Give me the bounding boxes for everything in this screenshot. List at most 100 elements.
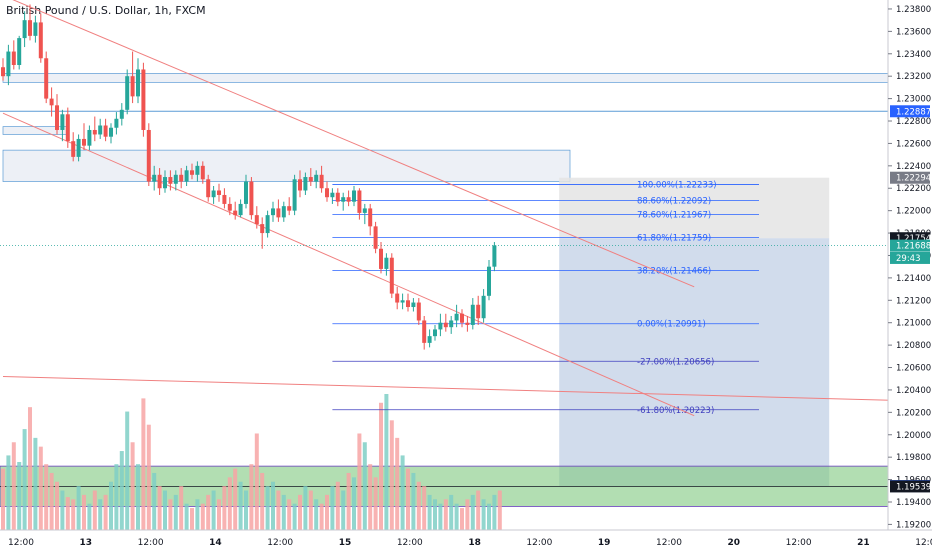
price-badge-label: 29:43 xyxy=(896,254,921,264)
volume-bar xyxy=(76,486,81,530)
volume-bar xyxy=(11,442,16,530)
y-tick-label: 1.23800 xyxy=(896,5,931,15)
candle-body xyxy=(103,125,108,137)
x-tick-label: 18 xyxy=(468,538,481,548)
volume-bar xyxy=(395,437,400,530)
volume-bar xyxy=(465,499,470,530)
volume-bar xyxy=(136,464,140,530)
candle-body xyxy=(222,194,227,204)
resistance-zone xyxy=(2,149,571,182)
fib-level-label: 38.20%(1.21466) xyxy=(637,266,711,276)
fib-level-label: 0.00%(1.20991) xyxy=(637,320,706,330)
volume-bar xyxy=(454,503,459,530)
y-tick-label: 1.19200 xyxy=(896,520,931,530)
candle-body xyxy=(136,69,140,97)
volume-bar xyxy=(190,508,194,530)
candle-body xyxy=(17,38,22,65)
candle-body xyxy=(141,69,146,130)
volume-bar xyxy=(184,503,189,530)
candle-body xyxy=(157,174,162,189)
candle-body xyxy=(357,190,362,213)
candle-body xyxy=(55,105,59,130)
volume-bar xyxy=(481,499,486,530)
volume-bar xyxy=(303,486,308,530)
volume-bar xyxy=(357,433,362,530)
volume-bar xyxy=(460,508,464,530)
volume-bar xyxy=(400,455,405,530)
candle-body xyxy=(341,197,346,202)
x-tick-label: 14 xyxy=(209,538,222,548)
candle-body xyxy=(352,190,356,202)
volume-bar xyxy=(244,490,248,530)
price-badge xyxy=(890,105,930,118)
volume-bar xyxy=(476,490,481,530)
candle-body xyxy=(49,98,54,106)
candle-body xyxy=(406,300,410,308)
volume-bar xyxy=(44,464,49,530)
candle-body xyxy=(184,170,189,182)
volume-bar xyxy=(470,494,475,530)
candle-body xyxy=(449,320,454,328)
volume-bar xyxy=(341,490,346,530)
volume-bar xyxy=(346,472,351,530)
candle-body xyxy=(481,295,486,319)
candle-body xyxy=(38,22,43,59)
y-tick-label: 1.23600 xyxy=(896,27,931,37)
candle-body xyxy=(379,248,383,269)
y-tick-label: 1.20000 xyxy=(896,431,931,441)
fib-level-label: -27.00%(1.20656) xyxy=(637,357,714,367)
candle-body xyxy=(476,304,481,319)
y-tick-label: 1.19800 xyxy=(896,453,931,463)
candle-body xyxy=(292,179,297,211)
volume-bar xyxy=(265,486,270,530)
channel-lower-line xyxy=(2,112,695,417)
candle-body xyxy=(200,165,205,180)
candle-body xyxy=(71,141,76,157)
volume-bar xyxy=(427,494,432,530)
candle-body xyxy=(470,304,475,325)
x-tick-label: 12:00 xyxy=(656,538,682,548)
price-badge xyxy=(890,480,930,493)
candle-body xyxy=(22,20,27,39)
volume-bar xyxy=(33,437,38,530)
y-tick-label: 1.21200 xyxy=(896,296,931,306)
candle-body xyxy=(276,208,281,218)
x-tick-label: 13 xyxy=(80,538,93,548)
y-tick-label: 1.20200 xyxy=(896,408,931,418)
volume-bar xyxy=(157,486,162,530)
x-tick-label: 12:00 xyxy=(526,538,552,548)
price-badge-label: 1.21688 xyxy=(896,242,931,252)
projection-risk xyxy=(559,177,830,239)
x-tick-label: 19 xyxy=(598,538,611,548)
candle-body xyxy=(335,192,340,202)
volume-bar xyxy=(287,499,292,530)
y-tick-label: 1.22000 xyxy=(896,207,931,217)
candle-body xyxy=(287,206,292,211)
volume-bar xyxy=(65,497,70,530)
candle-body xyxy=(395,293,400,303)
candle-body xyxy=(411,302,416,308)
candle-body xyxy=(44,58,49,99)
volume-bar xyxy=(195,499,200,530)
volume-bar xyxy=(314,499,319,530)
volume-bar xyxy=(298,494,302,530)
candle-body xyxy=(362,208,367,213)
volume-bar xyxy=(179,486,184,530)
volume-bar xyxy=(384,394,389,530)
time-axis-bg xyxy=(0,530,932,550)
volume-bar xyxy=(271,481,275,530)
candle-body xyxy=(487,266,491,296)
volume-bar xyxy=(260,472,265,530)
candle-body xyxy=(206,179,211,198)
volume-bar xyxy=(422,486,427,530)
candle-body xyxy=(146,129,151,182)
candle-body xyxy=(319,174,324,189)
price-badge-label: 1.22887 xyxy=(896,107,931,117)
volume-bar xyxy=(233,468,238,530)
candle-body xyxy=(346,197,351,202)
volume-bar xyxy=(87,503,92,530)
candle-body xyxy=(433,329,437,337)
candle-body xyxy=(330,192,335,198)
candle-body xyxy=(130,76,135,97)
